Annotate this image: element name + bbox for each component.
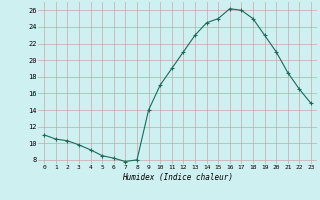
X-axis label: Humidex (Indice chaleur): Humidex (Indice chaleur): [122, 173, 233, 182]
